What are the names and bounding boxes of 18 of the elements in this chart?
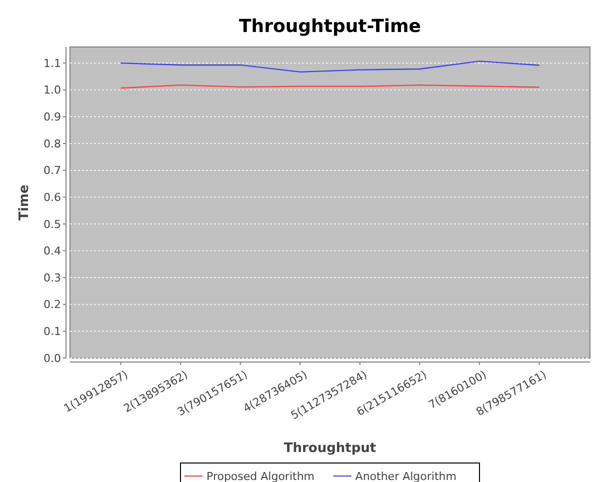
chart-title: Throughtput-Time xyxy=(239,16,421,37)
x-axis-title: Throughtput xyxy=(284,441,376,456)
y-tick-label: 0.7 xyxy=(44,164,61,178)
y-tick-label: 0.2 xyxy=(44,298,61,312)
y-tick-label: 0.3 xyxy=(44,271,61,284)
y-tick-label: 0.5 xyxy=(44,218,61,231)
y-tick-label: 0.0 xyxy=(44,352,61,365)
legend-label: Another Algorithm xyxy=(355,470,456,482)
line-series xyxy=(120,60,540,73)
y-tick-label: 1.0 xyxy=(44,84,61,97)
y-tick-label: 0.8 xyxy=(44,137,61,150)
y-tick-label: 0.9 xyxy=(44,110,61,124)
y-tick-label: 0.1 xyxy=(44,325,61,338)
y-tick-label: 0.4 xyxy=(44,244,61,258)
y-tick-label: 1.1 xyxy=(44,56,61,70)
y-axis-title: Time xyxy=(17,184,32,220)
y-tick-label: 0.6 xyxy=(44,190,61,204)
legend-label: Proposed Algorithm xyxy=(206,470,315,482)
